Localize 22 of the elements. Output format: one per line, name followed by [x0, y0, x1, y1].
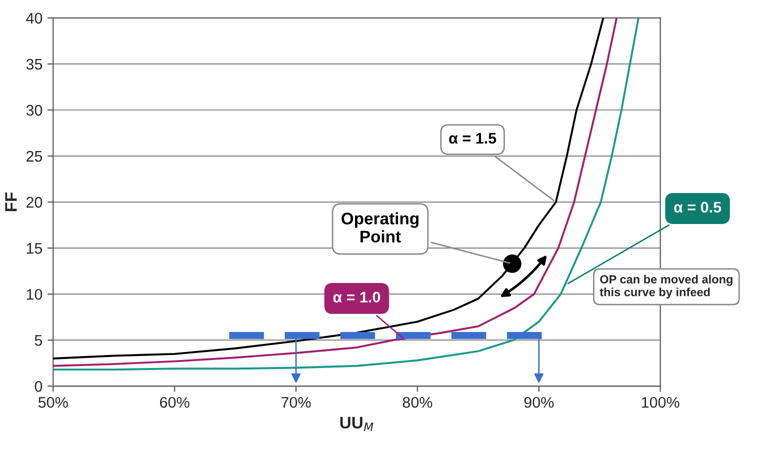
x-axis-title: UU$_{M}$ [340, 416, 374, 432]
y-tick-label: 0 [34, 381, 42, 392]
annotation: α = 1.0 [333, 292, 380, 303]
y-tick-label: 15 [26, 243, 42, 254]
x-tick-label: 70% [282, 396, 311, 408]
x-tick-label: 80% [402, 396, 432, 408]
y-tick-label: 20 [26, 196, 42, 208]
y-tick-label: 25 [26, 150, 42, 162]
x-tick-label: 90% [524, 396, 554, 408]
annotation: α = 1.5 [449, 132, 496, 144]
x-tick-label: 60% [160, 396, 190, 408]
annotation: OP can be moved along this curve by infeed [600, 274, 732, 299]
annotation: Operating Point [342, 212, 418, 242]
y-tick-label: 5 [34, 335, 42, 346]
y-axis-title: FF [5, 192, 17, 212]
y-tick-label: 30 [26, 104, 42, 116]
x-tick-label: 100% [642, 396, 680, 408]
y-tick-label: 10 [26, 288, 42, 300]
x-tick-label: 50% [38, 396, 68, 408]
y-tick-label: 35 [26, 58, 42, 70]
y-tick-label: 40 [26, 12, 42, 24]
annotation: α = 0.5 [674, 202, 722, 213]
